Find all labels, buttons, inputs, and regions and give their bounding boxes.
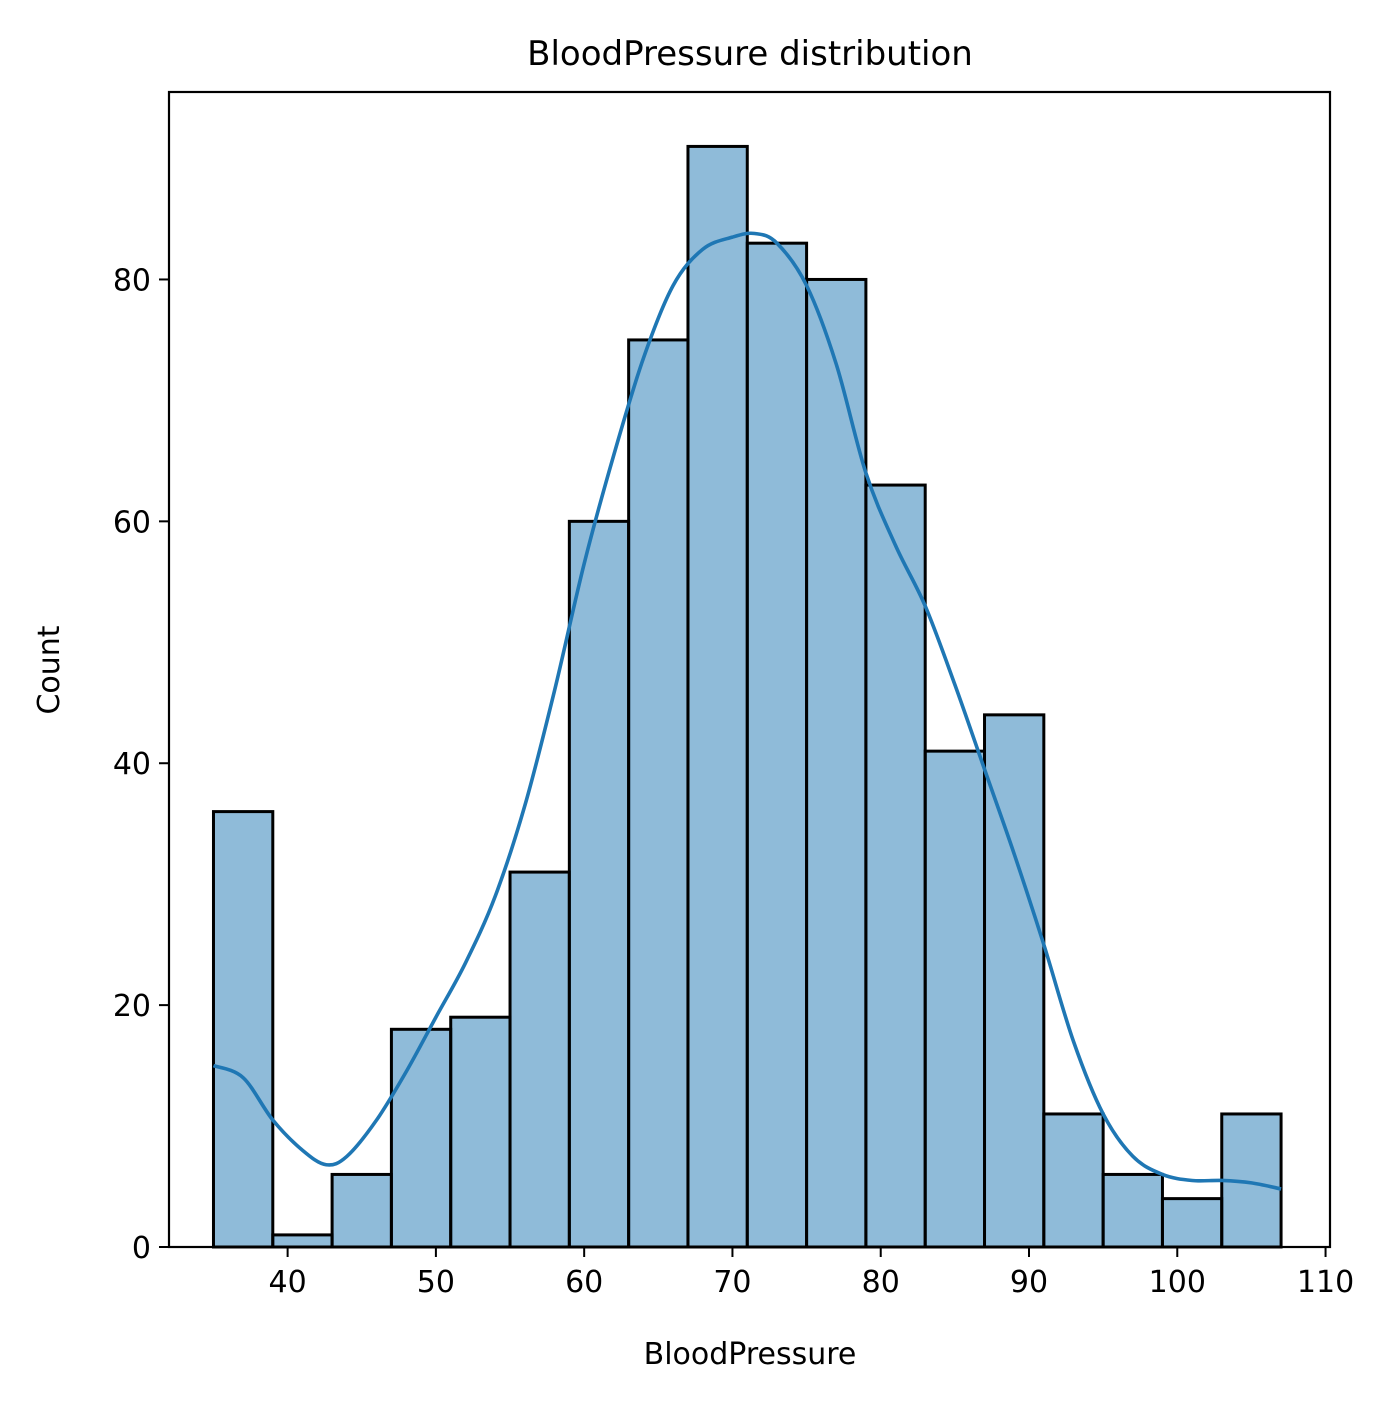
histogram-bar [1042, 1112, 1105, 1249]
histogram-bar [1101, 1172, 1164, 1249]
y-axis-ticks: 0 20 40 60 80 [113, 263, 169, 1266]
histogram-bar [686, 144, 749, 1249]
x-tick-label: 50 [417, 1265, 455, 1300]
histogram-bar [567, 519, 631, 1249]
y-tick-label: 60 [113, 505, 151, 540]
histogram-bars [211, 144, 1283, 1249]
histogram-bar [1160, 1197, 1224, 1249]
x-tick-label: 100 [1149, 1265, 1206, 1300]
y-axis-label: Count [32, 625, 67, 714]
chart-title: BloodPressure distribution [527, 34, 973, 74]
x-tick-label: 60 [565, 1265, 603, 1300]
y-tick-label: 40 [113, 747, 151, 782]
histogram-bar [508, 870, 571, 1249]
x-tick-label: 40 [269, 1265, 307, 1300]
histogram-bar [449, 1015, 512, 1249]
y-tick-label: 0 [132, 1231, 151, 1266]
x-axis-label: BloodPressure [644, 1337, 857, 1372]
x-tick-label: 90 [1010, 1265, 1048, 1300]
histogram-bar [983, 713, 1046, 1249]
histogram-bar [745, 241, 809, 1249]
y-tick-label: 80 [113, 263, 151, 298]
histogram-bar [627, 338, 690, 1249]
y-tick-label: 20 [113, 989, 151, 1024]
x-axis-ticks: 40 50 60 70 80 90 100 110 [269, 1247, 1354, 1300]
plot-frame [167, 90, 1332, 1249]
histogram-bar [864, 483, 927, 1249]
x-tick-label: 110 [1297, 1265, 1354, 1300]
histogram-bar [211, 810, 275, 1249]
histogram-bar [923, 749, 987, 1249]
x-tick-label: 80 [862, 1265, 900, 1300]
x-tick-label: 70 [713, 1265, 751, 1300]
kde-curve [212, 231, 1282, 1191]
histogram-bar [271, 1233, 334, 1249]
histogram-bar [389, 1027, 453, 1249]
histogram-bar [330, 1172, 393, 1249]
histogram-bar [805, 277, 868, 1249]
